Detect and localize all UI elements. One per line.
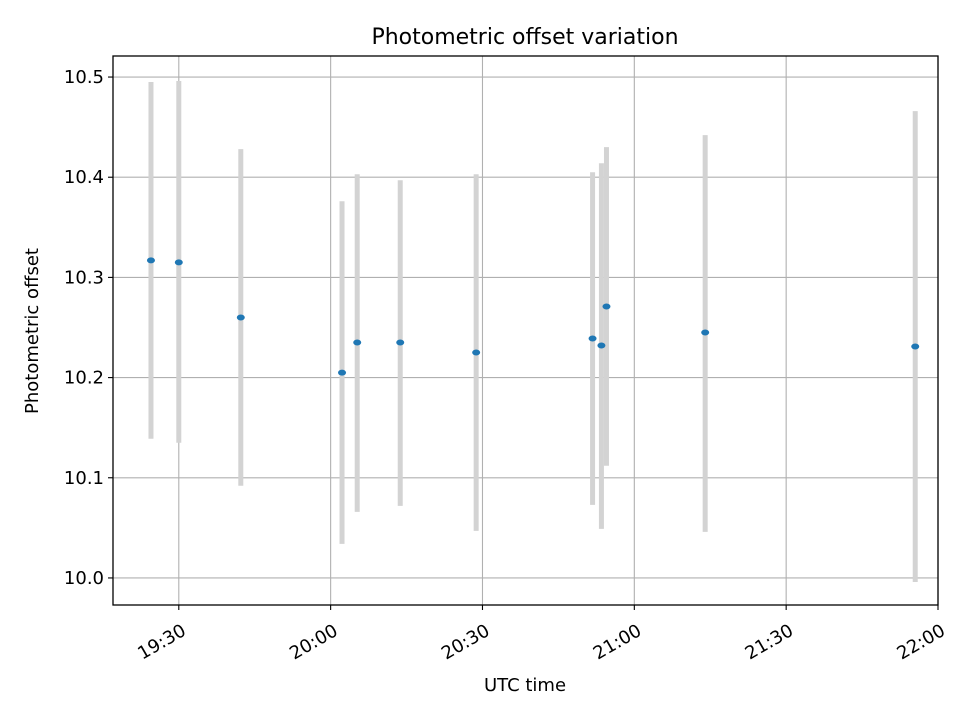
y-tick-label: 10.3	[64, 267, 104, 288]
data-point	[174, 259, 183, 266]
data-point	[236, 314, 245, 321]
y-axis-ticks: 10.0 10.1 10.2 10.3 10.4 10.5	[64, 67, 113, 589]
data-point	[353, 339, 362, 346]
data-point	[396, 339, 405, 346]
data-point	[602, 303, 611, 310]
plot-frame	[112, 55, 939, 606]
data-point	[597, 342, 606, 349]
chart-title: Photometric offset variation	[371, 25, 678, 50]
y-tick-label: 10.0	[64, 568, 104, 589]
data-point	[911, 343, 920, 350]
data-point	[338, 369, 347, 376]
data-point	[472, 349, 481, 356]
y-tick-label: 10.2	[64, 368, 104, 389]
data-point	[701, 329, 710, 336]
data-point	[588, 335, 597, 342]
data-point	[146, 257, 155, 264]
y-tick-label: 10.4	[64, 167, 104, 188]
data-points	[146, 257, 920, 376]
y-tick-label: 10.1	[64, 468, 104, 489]
y-tick-label: 10.5	[64, 67, 104, 88]
y-axis-label: Photometric offset	[22, 248, 43, 414]
x-axis-label: UTC time	[484, 675, 566, 696]
